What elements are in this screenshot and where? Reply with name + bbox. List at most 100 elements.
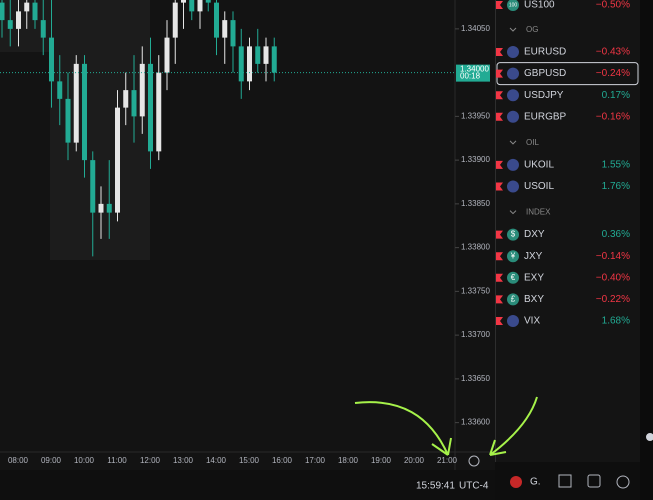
change: 0.17%	[602, 90, 630, 101]
change: −0.50%	[596, 0, 630, 11]
candle-body	[90, 160, 96, 213]
settings-icon[interactable]	[468, 455, 480, 467]
price-tick-label: 1.33800	[461, 243, 490, 252]
symbol-icon-text: 100	[509, 2, 518, 8]
symbol-icon-text: $	[511, 230, 516, 239]
section-chevron[interactable]	[509, 210, 517, 215]
symbol[interactable]: USDJPY	[524, 90, 564, 101]
change: 1.76%	[602, 181, 630, 192]
candle-body	[255, 46, 261, 64]
symbol[interactable]: EURGBP	[524, 111, 567, 122]
change: −0.24%	[596, 68, 630, 79]
time-tick-label: 12:00	[140, 456, 161, 465]
symbol[interactable]: VIX	[524, 316, 540, 327]
section-header[interactable]: OIL	[526, 138, 539, 147]
candle-body	[106, 203, 112, 213]
watchlist	[495, 0, 640, 462]
candle-body	[0, 2, 5, 21]
symbol-icon	[507, 293, 519, 306]
change: −0.40%	[596, 272, 630, 283]
last-price-label: 1.34000	[460, 65, 489, 74]
candle-body	[73, 63, 79, 143]
annotation-arrow	[489, 396, 538, 456]
symbol[interactable]: EURUSD	[524, 47, 566, 58]
time-tick-label: 19:00	[371, 456, 392, 465]
row-flag	[496, 295, 503, 304]
row-flag	[496, 317, 503, 325]
time-tick-label: 21:00	[437, 456, 458, 465]
section-header[interactable]: INDEX	[526, 208, 551, 217]
change: −0.14%	[596, 251, 630, 262]
grid-icon[interactable]	[558, 474, 572, 488]
symbol[interactable]: EXY	[524, 272, 544, 283]
candle-body	[222, 20, 228, 38]
symbol-icon	[507, 0, 519, 11]
clock: 15:59:41	[416, 481, 455, 492]
time-tick-label: 15:00	[239, 456, 260, 465]
candle-body	[263, 46, 269, 64]
time-axis	[0, 452, 495, 470]
time-tick-label: 11:00	[107, 456, 127, 465]
row-flag	[496, 160, 503, 169]
time-tick-label: 10:00	[74, 456, 95, 465]
candle-body	[238, 46, 244, 82]
candle-body	[65, 98, 71, 143]
candle-body	[205, 0, 211, 3]
change: 1.68%	[602, 316, 630, 327]
candle-body	[40, 20, 46, 38]
price-tick-label: 1.33650	[461, 374, 490, 383]
section-chevron[interactable]	[509, 27, 517, 32]
time-tick-label: 14:00	[206, 456, 227, 465]
symbol[interactable]: JXY	[524, 251, 543, 262]
candle-body	[189, 0, 195, 12]
candle-body	[247, 46, 252, 82]
symbol[interactable]: DXY	[524, 229, 545, 240]
candle-body	[156, 72, 162, 152]
symbol[interactable]: BXY	[524, 294, 544, 305]
row-flag	[496, 230, 503, 239]
symbol[interactable]: US100	[524, 0, 555, 11]
symbol-icon-text: £	[511, 295, 516, 304]
candle-body	[123, 90, 129, 108]
candle-body	[181, 0, 186, 3]
price-tick-label: 1.34050	[461, 24, 490, 33]
candle-body	[7, 20, 13, 29]
price-tick-label: 1.33600	[461, 418, 490, 427]
candle-body	[197, 0, 203, 12]
section-header[interactable]: OG	[526, 25, 538, 34]
symbol-icon	[507, 271, 519, 284]
price-tick-label: 1.33700	[461, 330, 490, 339]
candle-body	[115, 107, 120, 213]
symbol-short: G.	[530, 477, 541, 488]
symbol[interactable]: USOIL	[524, 181, 554, 192]
time-tick-label: 16:00	[272, 456, 293, 465]
candle-body	[131, 90, 137, 117]
toolbar-icon[interactable]	[646, 433, 653, 441]
flag-icon	[510, 476, 522, 488]
change: 0.36%	[602, 229, 630, 240]
time-tick-label: 13:00	[173, 456, 194, 465]
time-tick-label: 20:00	[404, 456, 425, 465]
candle-body	[16, 11, 21, 29]
candle-body	[172, 2, 178, 38]
row-flag	[496, 182, 503, 191]
time-tick-label: 09:00	[41, 456, 62, 465]
symbol-icon-text: €	[511, 273, 516, 282]
symbol-icon	[507, 228, 519, 241]
candle-body	[57, 81, 63, 99]
time-tick-label: 17:00	[305, 456, 326, 465]
symbol[interactable]: GBPUSD	[524, 68, 566, 79]
more-icon[interactable]	[616, 475, 630, 489]
candle-body	[271, 46, 277, 73]
edit-icon[interactable]	[587, 474, 601, 488]
time-tick-label: 08:00	[8, 456, 29, 465]
symbol[interactable]: UKOIL	[524, 160, 554, 171]
section-chevron[interactable]	[509, 140, 517, 145]
row-flag	[496, 252, 503, 261]
row-flag	[496, 112, 503, 121]
candle-body	[49, 37, 54, 82]
price-tick-label: 1.33850	[461, 199, 490, 208]
countdown: 00:18	[460, 72, 481, 81]
session-shade	[50, 0, 150, 260]
change: −0.43%	[596, 47, 630, 58]
